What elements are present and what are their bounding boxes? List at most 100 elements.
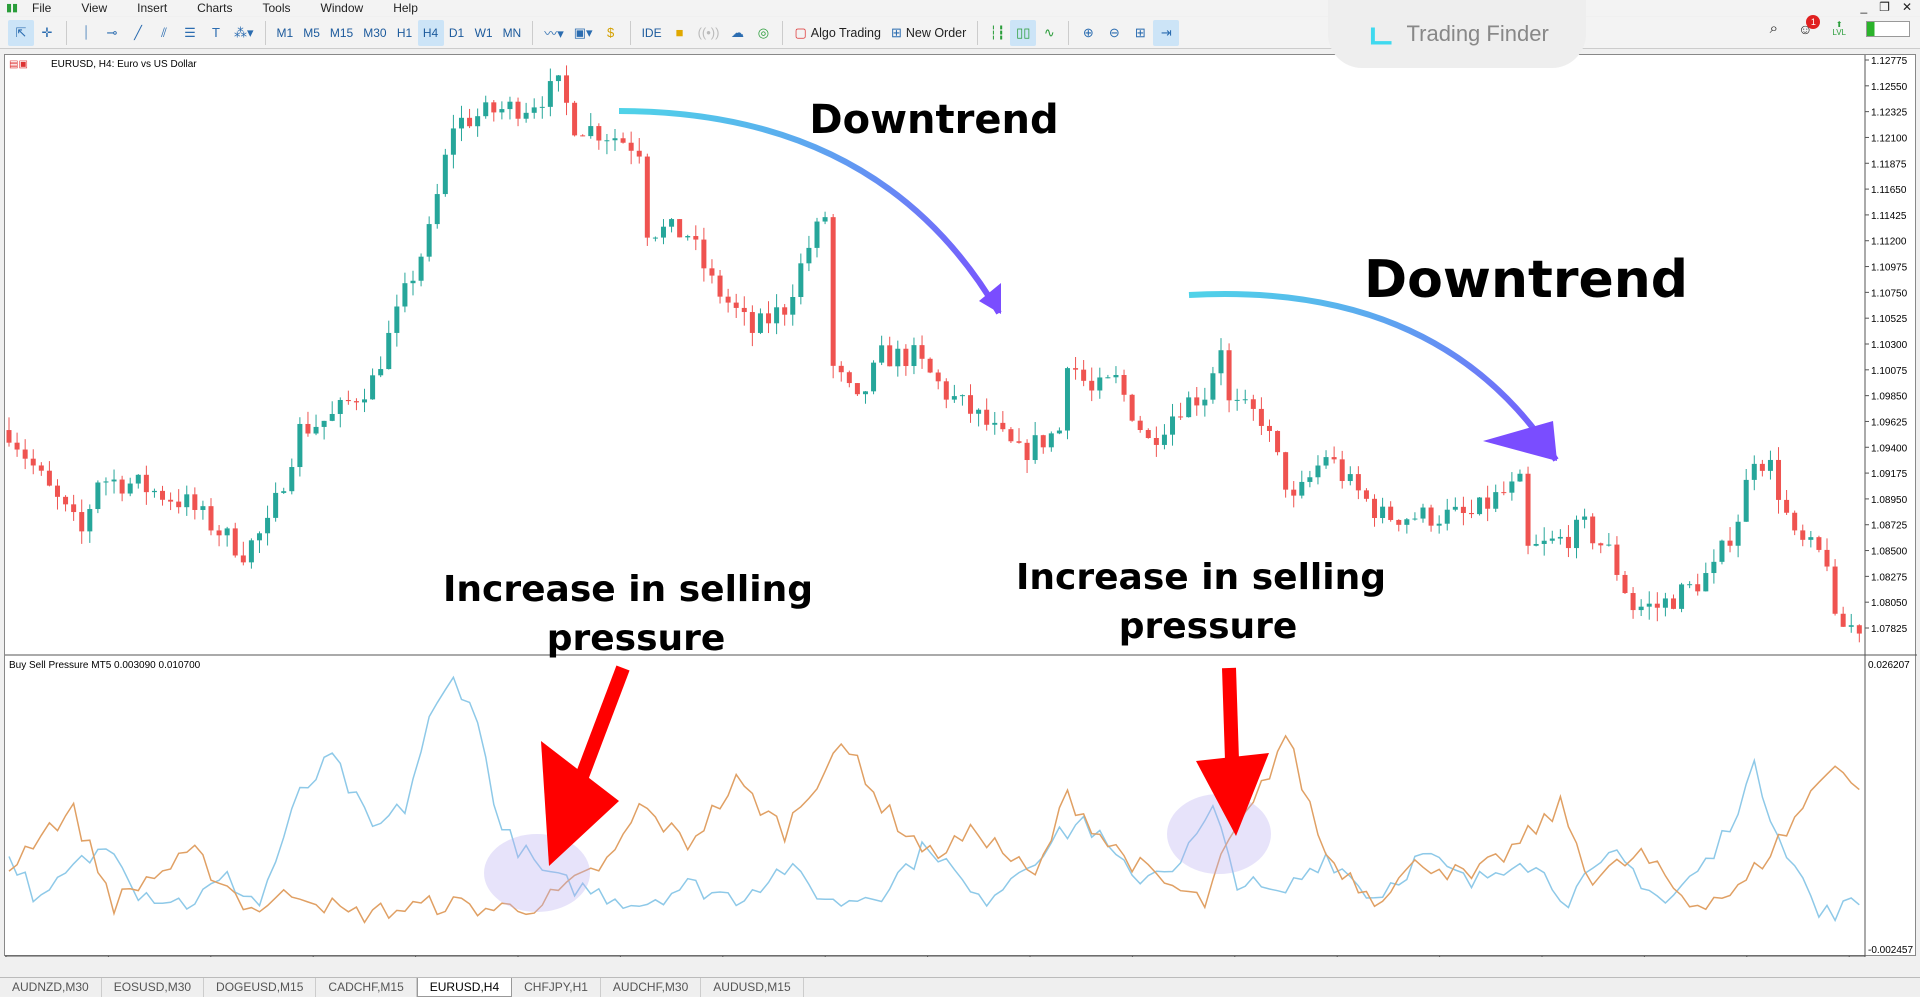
text-icon[interactable]: T — [212, 25, 220, 40]
account-icon[interactable]: ☺ 1 — [1798, 14, 1821, 37]
horizontal-line-icon[interactable]: ⊸ — [106, 24, 118, 40]
candle — [1081, 369, 1087, 381]
bar-chart-icon[interactable]: ┆┇ — [989, 24, 1006, 40]
notification-badge: 1 — [1806, 14, 1821, 29]
menu-file[interactable]: File — [32, 1, 52, 15]
timeframe-h1[interactable]: H1 — [396, 25, 413, 40]
shapes-icon[interactable]: ⁂▾ — [234, 24, 254, 40]
autoscroll-icon[interactable]: ⇥ — [1153, 19, 1180, 46]
new-order-button[interactable]: ⊞ New Order — [890, 24, 967, 40]
cursor-icon[interactable]: ⇱ — [8, 19, 34, 46]
menu-insert[interactable]: Insert — [137, 1, 168, 15]
candle — [1695, 584, 1701, 592]
templates-icon[interactable]: ▣▾ — [573, 24, 593, 40]
candle — [1622, 574, 1628, 594]
downtrend-arrowhead-2 — [1483, 421, 1557, 461]
candle — [192, 494, 198, 510]
chart-tab[interactable]: DOGEUSD,M15 — [204, 978, 317, 997]
divider — [532, 20, 534, 45]
chart-tab[interactable]: AUDCHF,M30 — [601, 978, 702, 997]
fibonacci-icon[interactable]: ☰ — [184, 24, 196, 40]
candle — [1315, 465, 1321, 478]
chart-tab[interactable]: CADCHF,M15 — [316, 978, 417, 997]
channel-icon[interactable]: ⫽ — [161, 24, 167, 40]
price-tick-label: 1.10975 — [1871, 263, 1908, 274]
divider — [264, 20, 266, 45]
indicators-icon[interactable]: 〰▾ — [544, 26, 564, 41]
indicator-lines — [8, 675, 1860, 924]
trendline-icon[interactable]: ╱ — [134, 24, 142, 40]
candle — [862, 391, 868, 395]
crosshair-icon[interactable]: ✛ — [41, 24, 53, 40]
candle — [127, 483, 133, 494]
zoom-out-icon[interactable]: ⊖ — [1108, 24, 1120, 40]
candle — [1428, 507, 1434, 526]
chart-tab[interactable]: CHFJPY,H1 — [512, 978, 601, 997]
candle — [1396, 519, 1402, 525]
timeframe-m5[interactable]: M5 — [303, 25, 320, 40]
candle — [733, 302, 739, 308]
price-tick-label: 1.09625 — [1871, 417, 1908, 428]
minimize-icon[interactable]: _ — [1860, 0, 1868, 14]
chart-tab[interactable]: AUDUSD,M15 — [701, 978, 804, 997]
candle — [1525, 473, 1531, 546]
chart-canvas[interactable]: 1.12775 1.12550 1.12325 1.12100 1.11875 1.116… — [5, 55, 1917, 957]
tile-windows-icon[interactable]: ⊞ — [1134, 24, 1146, 40]
timeframe-d1[interactable]: D1 — [448, 25, 465, 40]
candle — [612, 138, 618, 141]
candle — [143, 474, 149, 493]
chart-window[interactable]: 1.12775 1.12550 1.12325 1.12100 1.11875 1.116… — [4, 54, 1917, 957]
vps-icon[interactable]: ◎ — [757, 24, 770, 40]
menu-window[interactable]: Window — [320, 1, 364, 15]
candle — [240, 555, 246, 563]
algo-trading-button[interactable]: ▢ Algo Trading — [794, 24, 881, 40]
candle — [1614, 544, 1620, 575]
timeframe-m30[interactable]: M30 — [363, 25, 387, 40]
vertical-line-icon[interactable]: ⏐ — [82, 24, 90, 40]
timeframe-w1[interactable]: W1 — [474, 25, 493, 40]
market-icon[interactable]: $ — [606, 25, 615, 40]
candle — [184, 494, 190, 508]
menu-help[interactable]: Help — [393, 1, 418, 15]
timeframe-m15[interactable]: M15 — [329, 25, 354, 40]
shopping-bag-icon[interactable]: ■ — [675, 25, 684, 40]
close-icon[interactable]: ✕ — [1901, 0, 1912, 14]
cloud-icon[interactable]: ☁ — [730, 24, 744, 40]
chart-tab[interactable]: EOSUSD,M30 — [102, 978, 205, 997]
restore-icon[interactable]: ❐ — [1879, 0, 1890, 14]
candle — [475, 116, 481, 127]
zoom-in-icon[interactable]: ⊕ — [1082, 24, 1094, 40]
ide-button[interactable]: IDE — [641, 25, 662, 40]
chart-tab[interactable]: EURUSD,H4 — [416, 978, 513, 997]
candle — [1832, 566, 1838, 614]
line-chart-icon[interactable]: ∿ — [1043, 24, 1055, 40]
trading-finder-watermark: ㄴ Trading Finder — [1328, 0, 1586, 68]
candle — [757, 313, 763, 333]
search-icon[interactable]: ⌕ — [1769, 20, 1779, 37]
candle — [1194, 397, 1200, 406]
timeframe-m1[interactable]: M1 — [276, 25, 294, 40]
candle — [1533, 543, 1539, 546]
menu-charts[interactable]: Charts — [197, 1, 233, 15]
candle — [1355, 474, 1361, 491]
price-tick-label: 1.12100 — [1871, 133, 1908, 144]
candle — [22, 449, 28, 459]
candle — [1250, 399, 1256, 409]
chart-tab[interactable]: AUDNZD,M30 — [0, 978, 102, 997]
menu-view[interactable]: View — [81, 1, 108, 15]
candle — [1477, 497, 1483, 515]
candle — [854, 383, 860, 395]
candle — [1016, 441, 1022, 443]
candle — [814, 221, 820, 248]
menu-tools[interactable]: Tools — [262, 1, 291, 15]
timeframe-h4[interactable]: H4 — [417, 19, 444, 46]
candle — [1751, 463, 1757, 480]
candle — [1485, 497, 1491, 509]
signal-icon[interactable]: ((•)) — [697, 25, 720, 40]
candle — [1275, 430, 1281, 453]
candle — [1226, 350, 1232, 401]
candlestick-icon[interactable]: ▯▯ — [1010, 19, 1037, 46]
candle — [871, 362, 877, 392]
timeframe-mn[interactable]: MN — [502, 25, 522, 40]
price-tick-label: 1.10075 — [1871, 366, 1908, 377]
